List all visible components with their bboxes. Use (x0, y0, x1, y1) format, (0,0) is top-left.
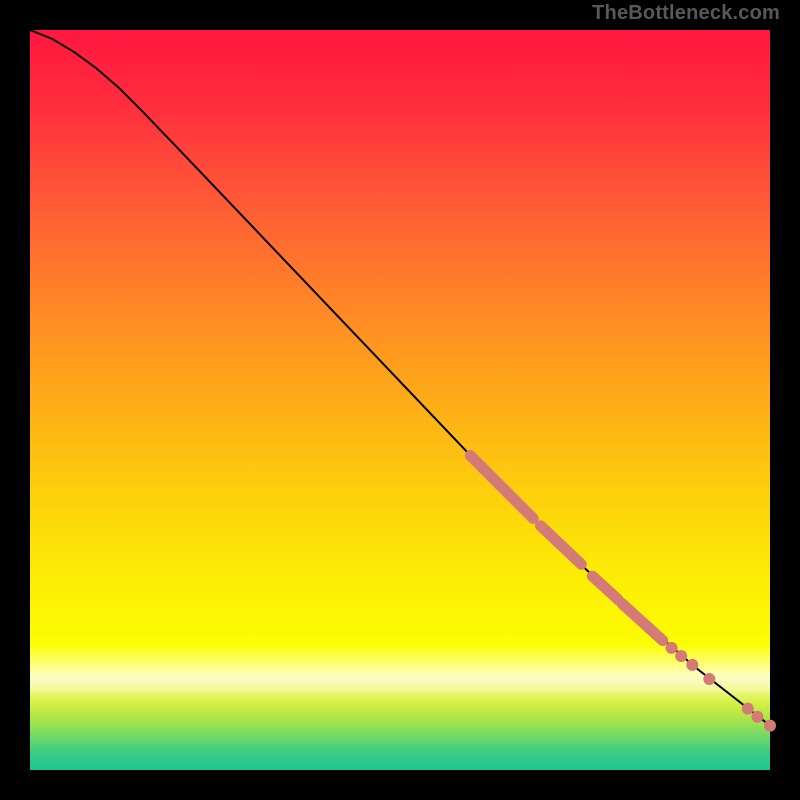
chart-container: { "attribution": "TheBottleneck.com", "c… (0, 0, 800, 800)
bottleneck-chart (0, 0, 800, 800)
attribution-text: TheBottleneck.com (592, 2, 780, 25)
plot-background (30, 30, 770, 770)
